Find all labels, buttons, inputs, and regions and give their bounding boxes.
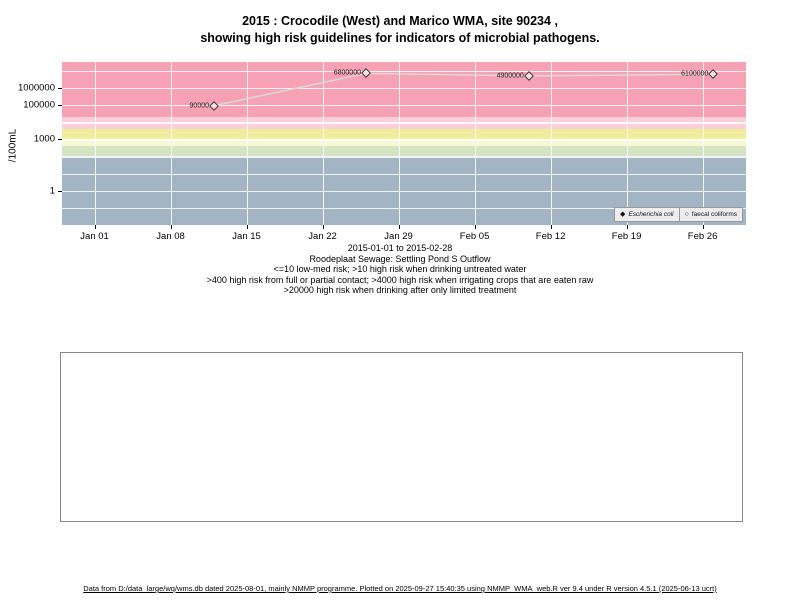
horizontal-gridline [62,70,746,73]
guideline-caption-3: >20000 high risk when drinking after onl… [283,285,517,295]
horizontal-gridline [62,156,746,158]
risk-band [62,128,746,140]
x-axis-tick [94,225,96,229]
diamond-marker-icon: ◆ [620,211,626,218]
chart-legend: ◆ Escherichia coli ○ faecal coliforms [614,207,743,222]
x-axis-label: Feb 19 [611,231,642,242]
vertical-gridline [170,62,173,225]
guideline-caption-2: >400 high risk from full or partial cont… [206,274,594,285]
circle-marker-icon: ○ [684,211,689,218]
y-axis-label: 1 [49,185,55,197]
x-axis-tick [702,225,704,229]
vertical-gridline [626,62,629,225]
vertical-gridline [322,62,325,225]
x-axis-tick [550,225,552,229]
x-axis-label: Jan 22 [308,231,337,242]
risk-band [62,139,746,147]
y-axis-tick [58,190,62,192]
horizontal-gridline [62,139,746,141]
legend-item: ○ faecal coliforms [678,207,743,222]
legend-label: Escherichia coli [628,211,674,218]
y-axis-tick [58,87,62,89]
x-axis-tick [322,225,324,229]
y-axis-tick [58,139,62,141]
plot-frame: 90000 6800000 4900000 6100000 ◆ Escherichia c… [18,62,746,242]
vertical-gridline [398,62,401,225]
chart-title-line2: showing high risk guidelines for indicat… [200,31,600,45]
footer-note: Data from D:/data_large/wq/wms.db dated … [83,584,717,593]
data-point-label: 4900000 [496,72,524,80]
x-axis-tick [398,225,400,229]
vertical-gridline [702,62,705,225]
x-axis-date-range: 2015-01-01 to 2015-02-28 [347,243,453,253]
vertical-gridline [550,62,553,225]
horizontal-gridline [62,207,746,210]
legend-label: faecal coliforms [691,211,737,218]
x-axis-label: Feb 12 [535,231,566,242]
vertical-gridline [474,62,477,225]
series-line [213,72,714,107]
x-axis-label: Jan 01 [80,231,109,242]
horizontal-gridline [62,87,746,90]
secondary-plot-panel [60,352,743,522]
y-axis-title: /100mL [7,128,19,163]
horizontal-gridline [62,173,746,176]
y-axis-label: 1000 [33,133,55,145]
data-point-label: 6800000 [333,69,361,77]
x-axis-tick [626,225,628,229]
legend-item: ◆ Escherichia coli [614,207,680,222]
x-axis-label: Jan 29 [384,231,413,242]
x-axis-tick [170,225,172,229]
x-axis-label: Feb 26 [687,231,718,242]
plot-area: 90000 6800000 4900000 6100000 ◆ Escherichia c… [62,62,746,225]
y-axis-label: 100000 [23,99,55,111]
site-caption: Roodeplaat Sewage: Settling Pond S Outfl… [309,253,491,264]
horizontal-gridline [62,122,746,124]
chart-title: 2015 : Crocodile (West) and Marico WMA, … [0,13,800,47]
y-axis-tick [58,104,62,106]
vertical-gridline [94,62,97,225]
x-axis-tick [246,225,248,229]
y-axis-label: 1000000 [18,82,55,94]
x-axis-label: Jan 08 [156,231,185,242]
x-axis-label: Feb 05 [459,231,490,242]
x-axis-tick [474,225,476,229]
guideline-caption-1: <=10 low-med risk; >10 high risk when dr… [273,264,527,274]
horizontal-gridline [62,190,746,193]
data-point-label: 90000 [189,102,209,110]
data-point-label: 6100000 [681,70,709,78]
chart-captions: 2015-01-01 to 2015-02-28 Roodeplaat Sewa… [0,243,800,296]
x-axis-label: Jan 15 [232,231,261,242]
risk-band [62,146,746,157]
chart-title-line1: 2015 : Crocodile (West) and Marico WMA, … [242,14,558,28]
horizontal-gridline [62,104,746,107]
vertical-gridline [246,62,249,225]
